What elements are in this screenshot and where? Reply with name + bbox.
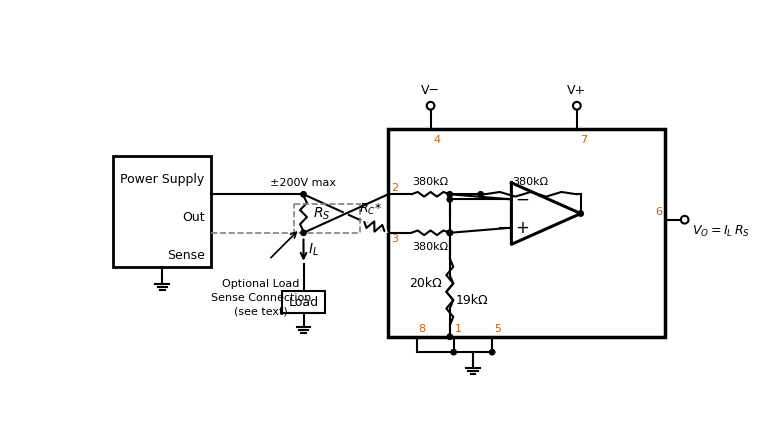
Text: 5: 5 (494, 324, 501, 334)
Text: ±200V max: ±200V max (271, 178, 336, 188)
Text: Optional Load
Sense Connection
(see text): Optional Load Sense Connection (see text… (211, 279, 311, 317)
Text: 20kΩ: 20kΩ (409, 277, 441, 290)
Text: 4: 4 (434, 135, 441, 145)
Text: 380kΩ: 380kΩ (413, 177, 448, 187)
Text: Power Supply: Power Supply (120, 173, 204, 186)
Text: +: + (516, 219, 529, 237)
Circle shape (301, 230, 307, 235)
Text: V−: V− (421, 83, 440, 96)
Circle shape (447, 230, 452, 235)
Bar (388, 129, 665, 337)
Circle shape (447, 192, 452, 197)
Circle shape (451, 349, 456, 355)
Text: $R_C$*: $R_C$* (359, 202, 382, 217)
Text: 8: 8 (418, 324, 425, 334)
Text: Sense: Sense (167, 249, 205, 262)
Bar (294, 203, 360, 233)
Text: $V_O = I_L\,R_S$: $V_O = I_L\,R_S$ (693, 223, 750, 238)
Circle shape (447, 197, 452, 202)
Text: 2: 2 (392, 183, 399, 193)
Bar (113, 156, 211, 267)
Text: 380kΩ: 380kΩ (413, 242, 448, 252)
Text: Out: Out (183, 211, 205, 224)
Circle shape (490, 349, 495, 355)
Circle shape (447, 230, 452, 235)
Circle shape (301, 192, 307, 197)
Text: $I_L$: $I_L$ (308, 242, 319, 258)
Text: 3: 3 (392, 234, 399, 245)
Text: 19kΩ: 19kΩ (456, 294, 488, 307)
Text: −: − (516, 191, 529, 208)
Text: 380kΩ: 380kΩ (512, 177, 548, 187)
Text: V+: V+ (567, 83, 587, 96)
Text: 1: 1 (456, 324, 463, 334)
Text: 7: 7 (580, 135, 587, 145)
Circle shape (447, 334, 452, 340)
Text: 6: 6 (655, 206, 662, 216)
Text: Load: Load (289, 295, 318, 308)
Text: $R_S$: $R_S$ (313, 205, 330, 222)
Circle shape (578, 211, 583, 216)
Bar (282, 291, 324, 313)
Circle shape (478, 192, 484, 197)
